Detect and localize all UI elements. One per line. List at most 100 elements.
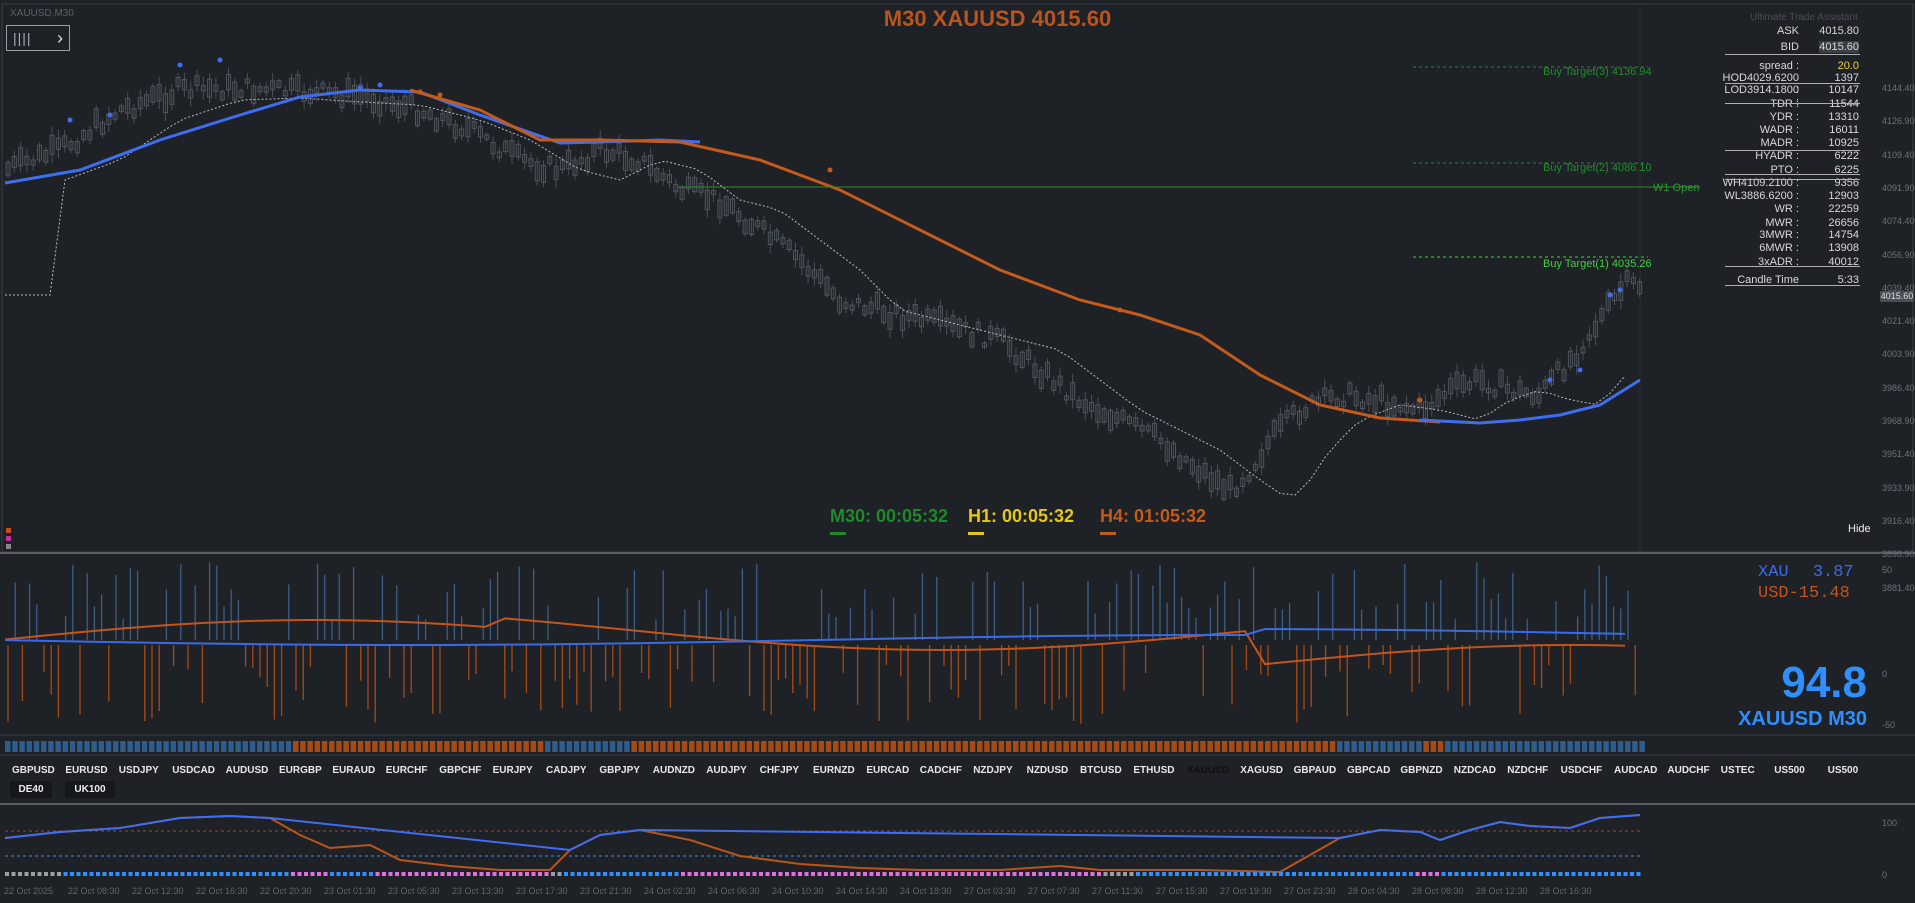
candle-body — [1290, 404, 1296, 415]
symbol-button-nzdcad[interactable]: NZDCAD — [1453, 765, 1497, 776]
symbol-button-eurgbp[interactable]: EURGBP — [279, 765, 322, 776]
trend-strip-cell — [653, 741, 659, 752]
oscillator-dot — [1097, 872, 1101, 876]
oscillator-dot — [375, 872, 380, 876]
symbol-button-nzdusd[interactable]: NZDUSD — [1026, 765, 1069, 776]
symbol-button-btcusd[interactable]: BTCUSD — [1080, 765, 1122, 776]
oscillator-dot — [772, 872, 776, 876]
candle-body — [641, 155, 647, 162]
symbol-button-chfjpy[interactable]: CHFJPY — [759, 765, 800, 776]
oscillator-dot — [1123, 872, 1127, 876]
symbol-button-gbpcad[interactable]: GBPCAD — [1347, 765, 1391, 776]
symbol-button-ustec[interactable]: USTEC — [1720, 765, 1755, 776]
candle-body — [421, 110, 427, 119]
trend-strip-cell — [624, 741, 630, 752]
symbol-button-eurcad[interactable]: EURCAD — [866, 765, 910, 776]
oscillator-dot — [1077, 872, 1082, 876]
candle-body — [937, 305, 943, 327]
symbol-button-gbpjpy[interactable]: GBPJPY — [599, 765, 640, 776]
candle-body — [1284, 410, 1290, 419]
info-row-label: 3MWR : — [1759, 229, 1799, 241]
symbol-button-cadjpy[interactable]: CADJPY — [546, 765, 587, 776]
trend-strip-cell — [26, 741, 33, 752]
oscillator-dot — [297, 872, 302, 876]
candle-body — [1341, 400, 1347, 408]
oscillator-dot — [1487, 872, 1491, 876]
symbol-button-usdcad[interactable]: USDCAD — [172, 765, 215, 776]
candle-body — [30, 159, 36, 166]
trend-strip-cell — [1380, 741, 1386, 752]
target-label-2: W1 Open — [1653, 182, 1700, 194]
symbol-button-audjpy[interactable]: AUDJPY — [706, 765, 747, 776]
symbol-button-audnzd[interactable]: AUDNZD — [652, 765, 696, 776]
trend-strip-cell — [451, 741, 457, 752]
timer-underline-0 — [830, 532, 846, 535]
trend-strip-cell — [285, 741, 292, 752]
symbol-button-audcad[interactable]: AUDCAD — [1614, 765, 1658, 776]
oscillator-dot — [1045, 872, 1049, 876]
candle-body — [370, 93, 376, 114]
candle-body — [1467, 381, 1473, 391]
info-row: MADR : 10925 — [1720, 137, 1865, 150]
candle-body — [345, 77, 351, 98]
symbol-button-de40[interactable]: DE40 — [10, 781, 52, 798]
chart-nav-toggle[interactable]: |||| › — [6, 25, 70, 51]
symbol-button-eurnzd[interactable]: EURNZD — [813, 765, 855, 776]
symbol-button-nzdjpy[interactable]: NZDJPY — [973, 765, 1013, 776]
oscillator-dot — [174, 872, 178, 876]
symbol-button-gbpchf[interactable]: GBPCHF — [439, 765, 482, 776]
trend-strip-cell — [617, 741, 623, 752]
oscillator-dot — [720, 872, 724, 876]
oscillator-dot — [258, 872, 263, 876]
trend-strip-cell — [1509, 741, 1516, 752]
candle-body — [761, 220, 767, 230]
symbol-button-nzdchf[interactable]: NZDCHF — [1507, 765, 1549, 776]
symbol-button-us500[interactable]: US500 — [1827, 765, 1859, 776]
oscillator-dot — [863, 872, 867, 876]
symbol-button-gbpusd[interactable]: GBPUSD — [12, 765, 55, 776]
candle-body — [427, 109, 433, 120]
candle-body — [1183, 456, 1189, 463]
symbol-button-gbpaud[interactable]: GBPAUD — [1293, 765, 1337, 776]
candle-body — [238, 90, 244, 98]
symbol-button-eurchf[interactable]: EURCHF — [385, 765, 428, 776]
oscillator-dot — [785, 872, 789, 876]
candle-body — [49, 134, 55, 155]
candle-body — [1397, 406, 1403, 413]
hide-button[interactable]: Hide — [1848, 523, 1871, 535]
symbol-button-us500[interactable]: US500 — [1774, 765, 1805, 776]
candle-body — [1215, 470, 1221, 490]
symbol-button-ethusd[interactable]: ETHUSD — [1133, 765, 1175, 776]
symbol-button-xauusd[interactable]: XAUUSD — [1186, 765, 1230, 776]
signal-dot — [67, 117, 73, 123]
oscillator-dot — [1409, 872, 1413, 876]
symbol-button-eurusd[interactable]: EURUSD — [65, 765, 108, 776]
symbol-button-cadchf[interactable]: CADCHF — [919, 765, 963, 776]
trend-strip-cell — [753, 741, 760, 752]
oscillator-dot — [616, 872, 620, 876]
symbol-button-xagusd[interactable]: XAGUSD — [1240, 765, 1283, 776]
oscillator-dot — [291, 872, 295, 876]
symbol-button-usdchf[interactable]: USDCHF — [1560, 765, 1603, 776]
symbol-button-uk100[interactable]: UK100 — [65, 781, 115, 798]
candle-body — [1189, 459, 1195, 475]
trend-strip-cell — [761, 741, 767, 752]
candle-body — [553, 165, 559, 181]
symbol-button-audchf[interactable]: AUDCHF — [1667, 765, 1710, 776]
trend-strip-cell — [645, 741, 652, 752]
symbol-button-euraud[interactable]: EURAUD — [332, 765, 376, 776]
time-axis-label: 27 Oct 19:30 — [1220, 886, 1272, 896]
trend-strip-cell — [1070, 741, 1077, 752]
oscillator-dot — [1220, 872, 1225, 876]
oscillator-dot — [980, 872, 984, 876]
symbol-button-usdjpy[interactable]: USDJPY — [118, 765, 159, 776]
oscillator-dot — [265, 872, 269, 876]
trend-strip-cell — [1459, 741, 1465, 752]
symbol-button-eurjpy[interactable]: EURJPY — [492, 765, 533, 776]
symbol-button-audusd[interactable]: AUDUSD — [225, 765, 269, 776]
candle-body — [1511, 391, 1517, 399]
candle-body — [515, 143, 521, 158]
symbol-button-gbpnzd[interactable]: GBPNZD — [1400, 765, 1443, 776]
